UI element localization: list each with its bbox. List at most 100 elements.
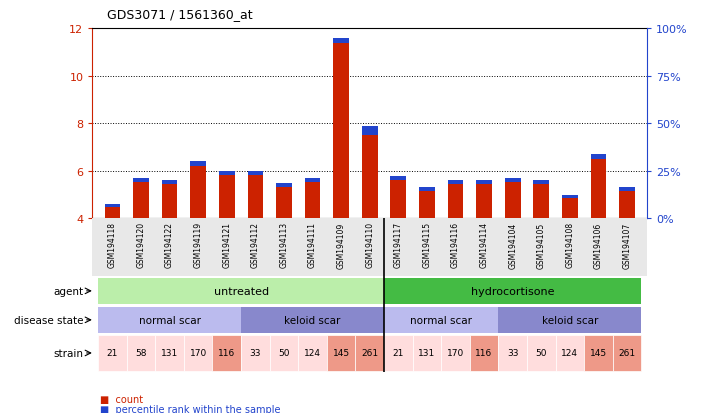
Bar — [384, 335, 412, 371]
Bar — [98, 335, 127, 371]
Bar — [191, 162, 206, 166]
Bar — [98, 307, 241, 333]
Bar — [476, 181, 492, 185]
Text: hydrocortisone: hydrocortisone — [471, 286, 555, 296]
Text: normal scar: normal scar — [410, 315, 472, 325]
Bar — [162, 181, 178, 185]
Bar — [362, 126, 378, 314]
Text: GSM194109: GSM194109 — [336, 222, 346, 268]
Bar — [390, 176, 406, 314]
Text: 124: 124 — [561, 349, 578, 358]
Bar — [276, 183, 292, 314]
Bar — [584, 335, 613, 371]
Text: 261: 261 — [361, 349, 378, 358]
Text: GSM194112: GSM194112 — [251, 222, 260, 268]
Text: 50: 50 — [535, 349, 547, 358]
Bar — [562, 195, 577, 199]
Text: GSM194107: GSM194107 — [623, 222, 631, 268]
Bar — [155, 335, 184, 371]
Bar — [412, 335, 442, 371]
Bar — [419, 188, 434, 314]
Text: GSM194120: GSM194120 — [137, 222, 146, 268]
Bar — [219, 171, 235, 314]
Text: strain: strain — [54, 348, 84, 358]
Text: keloid scar: keloid scar — [542, 315, 598, 325]
Bar — [419, 188, 434, 192]
Bar — [305, 178, 321, 314]
Text: 21: 21 — [392, 349, 404, 358]
Bar — [555, 335, 584, 371]
Text: 58: 58 — [135, 349, 146, 358]
Text: GSM194110: GSM194110 — [365, 222, 374, 268]
Bar — [533, 181, 549, 185]
Text: GSM194111: GSM194111 — [308, 222, 317, 268]
Bar — [527, 335, 555, 371]
Text: 145: 145 — [333, 349, 350, 358]
Bar — [219, 171, 235, 176]
Bar — [105, 205, 120, 207]
Bar — [191, 162, 206, 314]
Text: GSM194119: GSM194119 — [193, 222, 203, 268]
Bar — [470, 335, 498, 371]
Bar — [498, 307, 641, 333]
Bar — [505, 178, 520, 314]
Text: 131: 131 — [418, 349, 436, 358]
Bar — [305, 178, 321, 183]
Text: GSM194106: GSM194106 — [594, 222, 603, 268]
Text: GSM194114: GSM194114 — [479, 222, 488, 268]
Bar — [505, 178, 520, 183]
Bar — [613, 335, 641, 371]
Text: ■  percentile rank within the sample: ■ percentile rank within the sample — [100, 404, 280, 413]
Bar — [333, 38, 349, 314]
Text: 145: 145 — [590, 349, 607, 358]
Text: GSM194117: GSM194117 — [394, 222, 403, 268]
Bar — [247, 171, 263, 176]
Text: GSM194104: GSM194104 — [508, 222, 517, 268]
Text: GSM194108: GSM194108 — [565, 222, 574, 268]
Text: 116: 116 — [218, 349, 235, 358]
Bar — [241, 307, 384, 333]
Text: GSM194121: GSM194121 — [223, 222, 231, 268]
Bar — [298, 335, 327, 371]
Bar — [133, 178, 149, 183]
Bar — [327, 335, 356, 371]
Bar — [476, 181, 492, 314]
Bar — [333, 38, 349, 44]
Bar — [533, 181, 549, 314]
Text: GSM194115: GSM194115 — [422, 222, 432, 268]
Text: ■  count: ■ count — [100, 394, 143, 404]
Text: agent: agent — [54, 286, 84, 296]
Text: 50: 50 — [278, 349, 289, 358]
Text: GSM194122: GSM194122 — [165, 222, 174, 268]
Bar — [619, 188, 635, 314]
Bar — [498, 335, 527, 371]
Bar — [448, 181, 464, 185]
Text: 33: 33 — [250, 349, 261, 358]
Bar — [390, 176, 406, 180]
Bar — [442, 335, 470, 371]
Bar — [591, 155, 606, 160]
Text: GSM194116: GSM194116 — [451, 222, 460, 268]
Bar — [269, 335, 298, 371]
Text: GSM194105: GSM194105 — [537, 222, 546, 268]
Text: 116: 116 — [476, 349, 493, 358]
Bar — [133, 178, 149, 314]
Bar — [162, 181, 178, 314]
Text: GSM194118: GSM194118 — [108, 222, 117, 268]
Text: keloid scar: keloid scar — [284, 315, 341, 325]
Text: 131: 131 — [161, 349, 178, 358]
Text: 170: 170 — [190, 349, 207, 358]
Text: untreated: untreated — [213, 286, 269, 296]
Bar — [276, 183, 292, 187]
Bar — [562, 195, 577, 314]
Bar — [384, 307, 498, 333]
Bar — [384, 278, 641, 304]
Text: 33: 33 — [507, 349, 518, 358]
Bar — [591, 155, 606, 314]
Bar — [247, 171, 263, 314]
Bar — [213, 335, 241, 371]
Bar — [362, 126, 378, 136]
Bar — [241, 335, 269, 371]
Bar — [448, 181, 464, 314]
Text: 170: 170 — [447, 349, 464, 358]
